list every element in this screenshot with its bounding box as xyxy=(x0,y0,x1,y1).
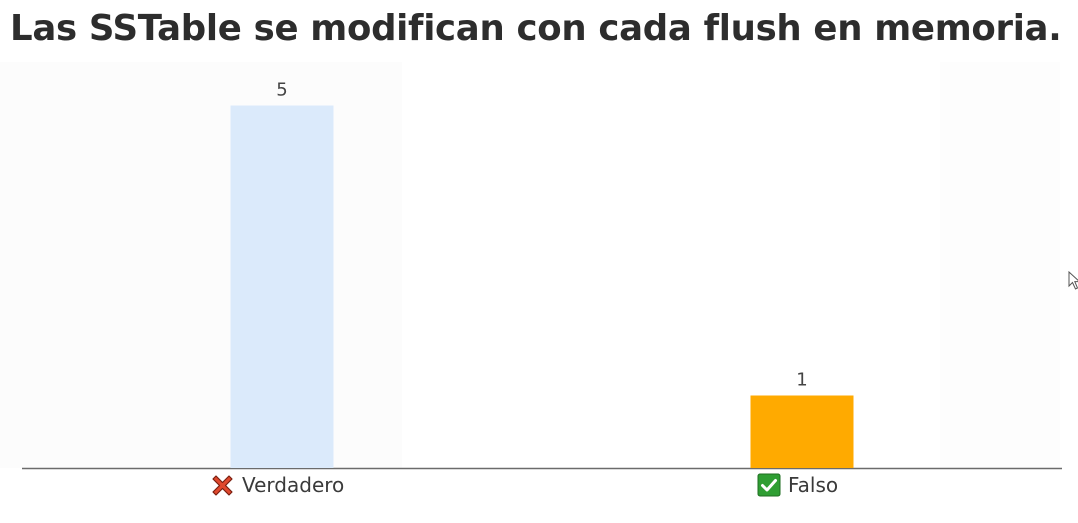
mouse-cursor-icon xyxy=(1068,271,1078,290)
category-text: Falso xyxy=(788,473,839,497)
category-label-falso: Falso xyxy=(757,472,838,498)
bar-value-label-verdadero: 5 xyxy=(276,80,287,101)
category-text: Verdadero xyxy=(242,473,345,497)
bar-falso xyxy=(750,395,854,468)
bar-verdadero xyxy=(230,105,334,468)
question-title: Las SSTable se modifican con cada flush … xyxy=(10,8,1062,49)
category-label-verdadero: Verdadero xyxy=(210,472,344,498)
bar-value-label-falso: 1 xyxy=(796,370,807,391)
check-mark-icon xyxy=(757,473,781,497)
background-panel xyxy=(0,62,402,468)
cross-mark-icon xyxy=(212,474,233,496)
background-panel xyxy=(940,62,1060,468)
